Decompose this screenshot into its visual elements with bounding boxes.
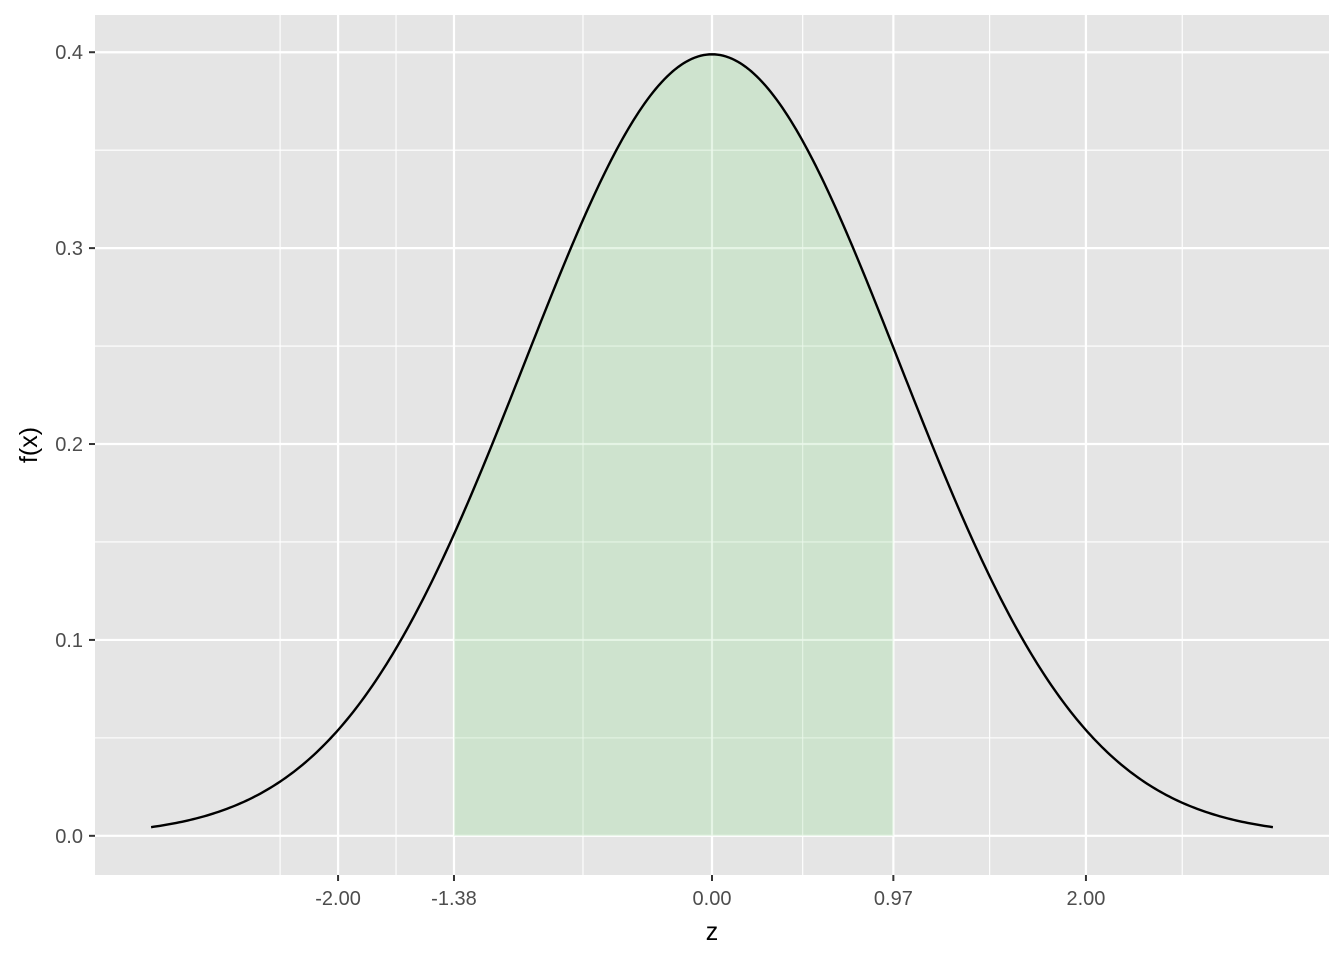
y-tick-label: 0.1 bbox=[55, 630, 83, 652]
density-curve bbox=[150, 53, 1274, 829]
x-tick-label: 2.00 bbox=[1066, 888, 1105, 910]
x-axis-title: z bbox=[706, 918, 719, 946]
gridlines-over-shade bbox=[95, 15, 1329, 875]
x-tick-label: 0.00 bbox=[693, 888, 732, 910]
y-tick-label: 0.0 bbox=[55, 826, 83, 848]
y-tick-label: 0.2 bbox=[55, 434, 83, 456]
x-tick-label: 0.97 bbox=[874, 888, 913, 910]
y-tick-label: 0.3 bbox=[55, 238, 83, 260]
y-axis-title: f(x) bbox=[15, 427, 43, 463]
y-axis: 0.0 0.1 0.2 0.3 0.4 bbox=[55, 42, 95, 848]
x-tick-label: -2.00 bbox=[315, 888, 361, 910]
x-axis: -2.00 -1.38 0.00 0.97 2.00 bbox=[315, 875, 1105, 910]
x-tick-label: -1.38 bbox=[431, 888, 477, 910]
y-tick-label: 0.4 bbox=[55, 42, 83, 64]
shaded-probability-region bbox=[453, 54, 894, 836]
